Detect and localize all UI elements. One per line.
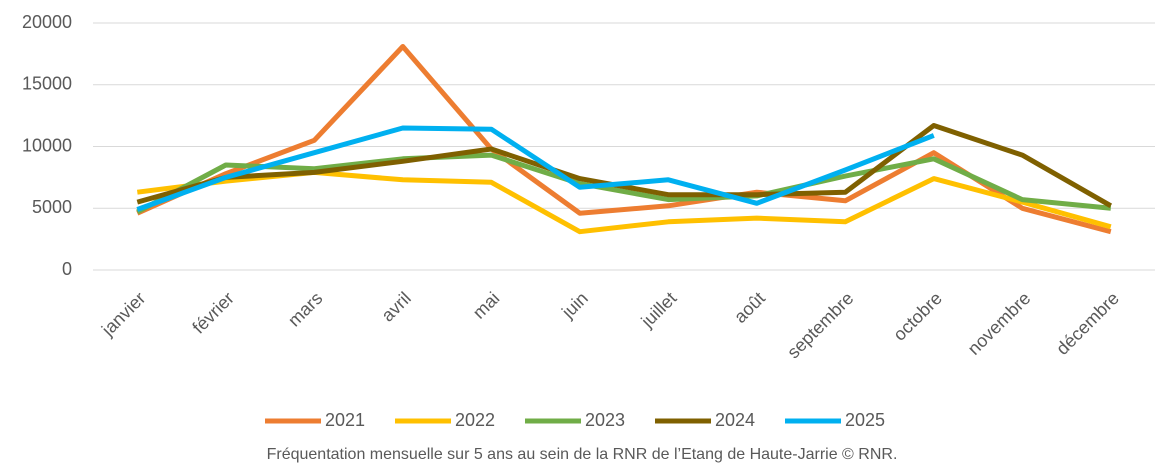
y-tick-label: 15000 <box>22 74 72 94</box>
caption: Fréquentation mensuelle sur 5 ans au sei… <box>267 446 898 463</box>
series-line <box>136 152 1112 215</box>
legend-label: 2025 <box>845 410 885 430</box>
y-tick-label: 5000 <box>32 197 72 217</box>
x-tick-label: juin <box>557 288 592 323</box>
series-line <box>136 44 1112 235</box>
legend-label: 2022 <box>455 410 495 430</box>
y-tick-label: 10000 <box>22 135 72 155</box>
y-tick-label: 0 <box>62 259 72 279</box>
legend-label: 2024 <box>715 410 755 430</box>
x-tick-label: janvier <box>97 288 149 340</box>
x-tick-label: février <box>188 288 238 338</box>
x-tick-label: juillet <box>637 288 681 332</box>
x-tick-label: août <box>730 288 769 327</box>
x-tick-label: mai <box>469 288 504 323</box>
x-tick-label: novembre <box>964 288 1035 359</box>
series-line <box>136 125 935 212</box>
x-tick-label: décembre <box>1052 288 1123 359</box>
legend-label: 2021 <box>325 410 365 430</box>
x-tick-label: octobre <box>889 288 946 345</box>
series-line <box>136 123 1113 208</box>
x-tick-label: mars <box>284 288 326 330</box>
y-tick-label: 20000 <box>22 12 72 32</box>
x-tick-label: avril <box>377 288 414 325</box>
legend-label: 2023 <box>585 410 625 430</box>
x-tick-label: septembre <box>783 288 857 362</box>
